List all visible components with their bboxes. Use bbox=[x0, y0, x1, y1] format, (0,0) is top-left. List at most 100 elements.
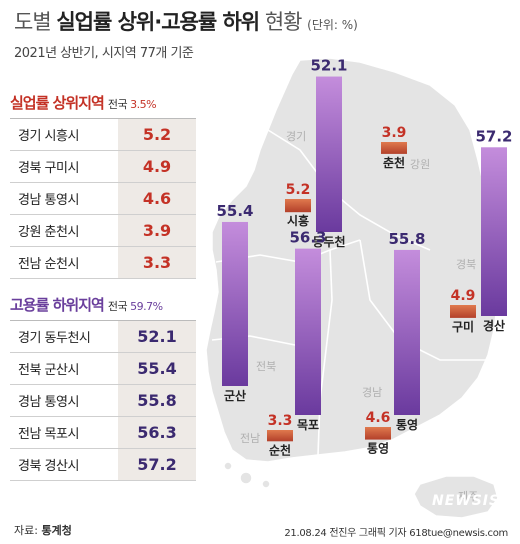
region-value: 56.3 bbox=[118, 417, 196, 448]
employment-value-label: 55.4 bbox=[216, 202, 253, 220]
region-name: 전남 순천시 bbox=[18, 257, 79, 272]
unemployment-city-label: 순천 bbox=[269, 442, 291, 457]
table-row: 전남 순천시 3.3 bbox=[10, 247, 196, 279]
region-name: 경기 시흥시 bbox=[18, 129, 79, 144]
newsis-watermark: NEWSIS bbox=[432, 493, 501, 509]
employment-bar bbox=[295, 248, 321, 415]
table-row: 경남 통영시 4.6 bbox=[10, 183, 196, 215]
unemployment-city-label: 통영 bbox=[367, 441, 389, 456]
employment-city-label: 통영 bbox=[396, 417, 418, 432]
employment-value-label: 52.1 bbox=[310, 57, 347, 75]
table-row: 경북 구미시 4.9 bbox=[10, 151, 196, 183]
employment-heading: 고용률 하위지역 전국 59.7% bbox=[10, 294, 196, 315]
national-value: 3.5% bbox=[130, 98, 157, 111]
unemployment-panel: 실업률 상위지역 전국 3.5% 경기 시흥시 5.2 경북 구미시 4.9 경남 통영시… bbox=[10, 92, 196, 279]
map-regions bbox=[205, 57, 499, 519]
title-bold: 실업률 상위·고용률 하위 bbox=[56, 10, 260, 34]
region-value: 4.9 bbox=[118, 151, 196, 182]
national-label: 전국 bbox=[107, 98, 128, 111]
employment-bar bbox=[222, 221, 248, 386]
source-line: 자료: 통계청 bbox=[14, 522, 72, 538]
national-value: 59.7% bbox=[130, 300, 163, 313]
region-name: 경기 동두천시 bbox=[18, 331, 91, 346]
island-shape bbox=[261, 479, 271, 489]
region-name: 경북 구미시 bbox=[18, 161, 79, 176]
map-label-jeonnam: 전남 bbox=[240, 432, 260, 445]
unemployment-value-label: 3.3 bbox=[268, 413, 293, 429]
table-row: 강원 춘천시 3.9 bbox=[10, 215, 196, 247]
employment-city-label: 동두천 bbox=[312, 234, 345, 249]
employment-value-label: 55.8 bbox=[388, 230, 425, 248]
employment-city-label: 군산 bbox=[224, 388, 246, 403]
region-name: 전북 군산시 bbox=[18, 363, 79, 378]
region-value: 3.9 bbox=[118, 215, 196, 246]
island-shape bbox=[239, 471, 253, 485]
region-name: 경북 경산시 bbox=[18, 459, 79, 474]
map-label-gyeongnam: 경남 bbox=[362, 386, 382, 399]
table-row: 경남 통영시 55.8 bbox=[10, 385, 196, 417]
unemployment-table: 경기 시흥시 5.2 경북 구미시 4.9 경남 통영시 4.6 강원 춘천시 3.9 전남 순… bbox=[10, 118, 196, 279]
jeju-shape bbox=[413, 475, 499, 519]
subtitle: 2021년 상반기, 시지역 77개 기준 bbox=[14, 46, 194, 61]
map-label-jeonbuk: 전북 bbox=[256, 360, 276, 373]
table-row: 경북 경산시 57.2 bbox=[10, 449, 196, 481]
page-title: 도별 실업률 상위·고용률 하위 현황 (단위: %) bbox=[14, 6, 358, 36]
national-label: 전국 bbox=[107, 300, 128, 313]
title-suffix: 현황 bbox=[264, 10, 303, 34]
unemployment-city-label: 시흥 bbox=[287, 213, 309, 228]
region-name: 전남 목포시 bbox=[18, 427, 79, 442]
unemployment-bar bbox=[285, 199, 311, 213]
mainland-shape bbox=[205, 57, 499, 463]
province-border bbox=[267, 129, 431, 251]
employment-bar bbox=[481, 147, 507, 316]
map-label-gyeongbuk: 경북 bbox=[456, 258, 476, 271]
unemployment-value-label: 4.6 bbox=[366, 410, 391, 426]
unemployment-bar bbox=[365, 427, 391, 440]
region-value: 3.3 bbox=[118, 247, 196, 278]
unemployment-national: 전국 3.5% bbox=[107, 98, 157, 111]
region-value: 4.6 bbox=[118, 183, 196, 214]
region-value: 52.1 bbox=[118, 321, 196, 352]
credit-line: 21.08.24 전진우 그래픽 기자 618tue@newsis.com bbox=[284, 528, 508, 539]
map-label-gangwon: 강원 bbox=[410, 158, 430, 171]
region-value: 57.2 bbox=[118, 449, 196, 480]
table-row: 경기 시흥시 5.2 bbox=[10, 119, 196, 151]
employment-city-label: 경산 bbox=[483, 318, 505, 333]
unemployment-bar bbox=[450, 305, 476, 318]
map-labels: 경기 강원 경북 전북 전남 경남 제주 bbox=[240, 130, 478, 503]
unemployment-bar bbox=[267, 430, 293, 442]
table-row: 전남 목포시 56.3 bbox=[10, 417, 196, 449]
unit-label: (단위: %) bbox=[307, 18, 358, 32]
employment-panel: 고용률 하위지역 전국 59.7% 경기 동두천시 52.1 전북 군산시 55.4 경남… bbox=[10, 294, 196, 481]
employment-table: 경기 동두천시 52.1 전북 군산시 55.4 경남 통영시 55.8 전남 목포시 56.… bbox=[10, 320, 196, 481]
employment-national: 전국 59.7% bbox=[108, 300, 163, 313]
region-value: 55.4 bbox=[118, 353, 196, 384]
employment-value-label: 57.2 bbox=[475, 127, 512, 145]
unemployment-heading: 실업률 상위지역 전국 3.5% bbox=[10, 92, 196, 113]
source-name: 통계청 bbox=[41, 524, 72, 537]
region-name: 강원 춘천시 bbox=[18, 225, 79, 240]
employment-heading-text: 고용률 하위지역 bbox=[10, 296, 105, 314]
unemployment-city-label: 구미 bbox=[452, 319, 474, 334]
map-label-gyeonggi: 경기 bbox=[286, 130, 306, 143]
source-label: 자료: bbox=[14, 524, 38, 537]
region-value: 55.8 bbox=[118, 385, 196, 416]
island-shape bbox=[223, 461, 233, 471]
chart-bars: 52.1 동두천 55.4 군산 55.8 통영 56.3 목포 57.2 경산 5.2 시흥 4.9 구… bbox=[216, 57, 512, 458]
employment-bar bbox=[316, 76, 342, 232]
title-prefix: 도별 bbox=[14, 10, 52, 34]
employment-city-label: 목포 bbox=[297, 418, 319, 432]
employment-value-label: 56.3 bbox=[289, 229, 326, 247]
table-row: 경기 동두천시 52.1 bbox=[10, 321, 196, 353]
region-name: 경남 통영시 bbox=[18, 193, 79, 208]
unemployment-bar bbox=[381, 142, 407, 154]
unemployment-value-label: 4.9 bbox=[451, 288, 476, 304]
unemployment-value-label: 5.2 bbox=[286, 182, 311, 198]
unemployment-value-label: 3.9 bbox=[382, 125, 407, 141]
unemployment-heading-text: 실업률 상위지역 bbox=[10, 94, 105, 112]
employment-bar bbox=[394, 249, 420, 415]
map-label-jeju: 제주 bbox=[458, 490, 478, 503]
region-value: 5.2 bbox=[118, 119, 196, 150]
